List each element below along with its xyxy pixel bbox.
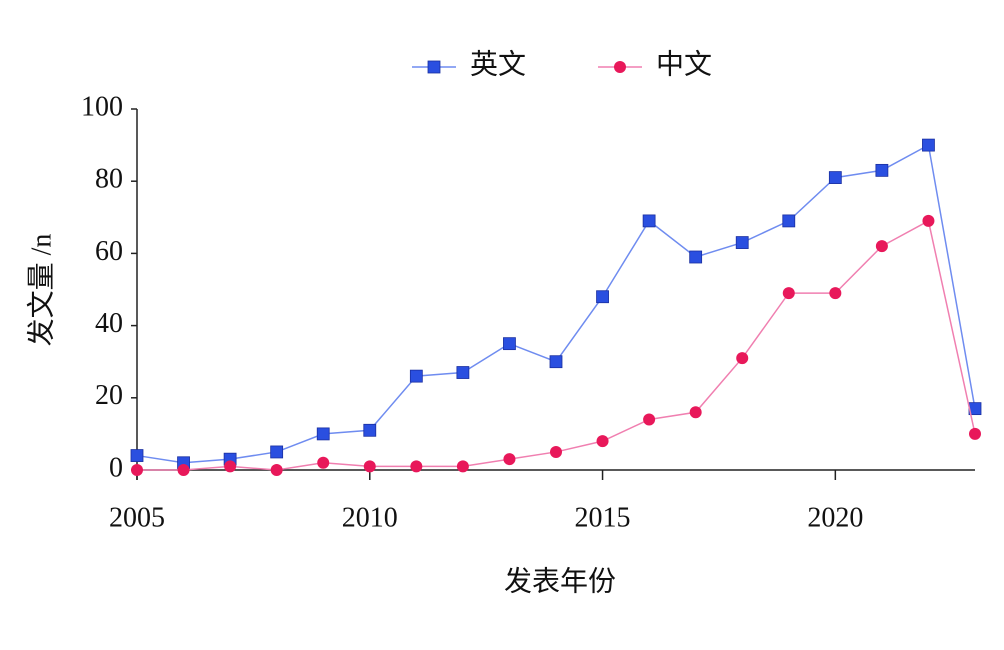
data-point bbox=[922, 214, 935, 227]
data-point bbox=[735, 236, 749, 249]
data-point bbox=[782, 214, 796, 228]
y-tick-label: 20 bbox=[95, 380, 123, 411]
x-tick-label: 2020 bbox=[807, 502, 863, 533]
x-tick-label: 2005 bbox=[109, 502, 165, 533]
data-point bbox=[270, 464, 283, 476]
x-axis-label: 发表年份 bbox=[504, 565, 616, 597]
data-point bbox=[922, 138, 935, 152]
data-point bbox=[550, 445, 562, 458]
data-point bbox=[316, 427, 330, 441]
data-point bbox=[736, 352, 749, 365]
legend-label: 中文 bbox=[656, 48, 712, 80]
data-point bbox=[782, 287, 795, 300]
data-point bbox=[409, 369, 423, 383]
data-point bbox=[549, 355, 563, 369]
legend-marker bbox=[614, 61, 626, 73]
y-tick-label: 40 bbox=[95, 308, 123, 339]
data-point bbox=[177, 464, 190, 476]
y-tick-label: 100 bbox=[81, 91, 123, 122]
legend-marker bbox=[427, 60, 441, 74]
data-point bbox=[596, 290, 609, 304]
data-point bbox=[131, 464, 143, 476]
y-tick-label: 80 bbox=[95, 164, 123, 195]
data-point bbox=[689, 406, 702, 419]
y-tick-label: 0 bbox=[109, 452, 123, 483]
series-line bbox=[136, 143, 976, 464]
data-point bbox=[317, 456, 330, 469]
y-axis-label: 发文量 /n bbox=[25, 234, 57, 347]
data-point bbox=[875, 240, 888, 253]
data-point bbox=[503, 453, 516, 466]
data-point bbox=[828, 171, 842, 184]
data-point bbox=[969, 427, 981, 440]
data-point bbox=[270, 445, 284, 459]
series-line bbox=[137, 219, 976, 471]
x-tick-label: 2015 bbox=[575, 502, 631, 533]
data-point bbox=[875, 163, 889, 177]
legend-label: 英文 bbox=[470, 48, 526, 80]
data-point bbox=[363, 423, 377, 437]
data-point bbox=[456, 460, 469, 473]
data-point bbox=[130, 449, 144, 462]
data-point bbox=[503, 337, 516, 351]
y-tick-label: 60 bbox=[95, 236, 123, 267]
data-point bbox=[596, 435, 609, 448]
x-tick-label: 2010 bbox=[342, 502, 398, 533]
data-point bbox=[224, 460, 237, 473]
data-point bbox=[410, 460, 423, 473]
data-point bbox=[643, 413, 656, 426]
data-point bbox=[363, 460, 376, 473]
data-point bbox=[829, 287, 842, 300]
data-point bbox=[689, 250, 703, 264]
data-point bbox=[642, 214, 656, 228]
data-point bbox=[456, 366, 470, 379]
